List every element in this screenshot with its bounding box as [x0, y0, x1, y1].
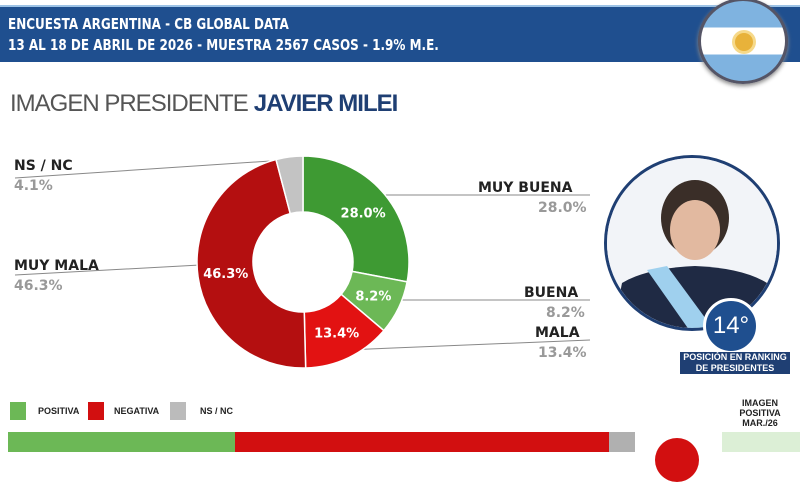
bar-segment-ns-nc [609, 432, 635, 452]
value-buena: 8.2% [546, 305, 585, 321]
slice-data-label: 28.0% [341, 206, 386, 221]
value-muy-mala: 46.3% [14, 278, 63, 294]
president-photo [604, 155, 780, 331]
bar-segment-positiva [8, 432, 235, 452]
legend-negativa: NEGATIVA [114, 406, 160, 416]
slice-muy-mala [196, 158, 307, 369]
ranking-label: POSICIÓN EN RANKING DE PRESIDENTES [680, 352, 790, 374]
slice-muy-buena [302, 155, 410, 283]
page-title: IMAGEN PRESIDENTE JAVIER MILEI [10, 90, 399, 118]
leader-line [14, 264, 201, 276]
bar-segment-negativa [234, 432, 610, 452]
legend-swatch-negativa [88, 402, 104, 420]
positive-image-box [722, 432, 800, 452]
value-muy-buena: 28.0% [538, 200, 587, 216]
person-icon [607, 158, 777, 328]
leader-line [344, 339, 591, 351]
survey-details: 13 AL 18 DE ABRIL DE 2026 - MUESTRA 2567… [8, 36, 439, 54]
sun-icon [735, 33, 753, 51]
title-prefix: IMAGEN PRESIDENTE [10, 90, 249, 117]
label-mala: MALA [535, 325, 580, 341]
survey-title: ENCUESTA ARGENTINA - CB GLOBAL DATA [8, 15, 289, 33]
indicator-circle [655, 438, 699, 482]
value-mala: 13.4% [538, 345, 587, 361]
slice-data-label: 8.2% [355, 290, 391, 305]
label-nsnc: NS / NC [14, 158, 73, 174]
slice-data-label: 13.4% [314, 326, 359, 341]
slice-data-label: 46.3% [203, 267, 248, 282]
positive-image-label: IMAGEN POSITIVA MAR./26 [739, 398, 781, 428]
legend-swatch-positiva [10, 402, 26, 420]
donut-chart: 28.0% 8.2% 13.4% 46.3% [14, 155, 591, 369]
label-muy-buena: MUY BUENA [478, 180, 573, 196]
stacked-bar [8, 432, 635, 452]
president-name: JAVIER MILEI [253, 90, 399, 117]
header-banner: ENCUESTA ARGENTINA - CB GLOBAL DATA 13 A… [0, 5, 800, 62]
legend-nsnc: NS / NC [200, 406, 234, 416]
legend-positiva: POSITIVA [38, 406, 80, 416]
label-buena: BUENA [524, 285, 579, 301]
leader-line [14, 159, 286, 179]
label-muy-mala: MUY MALA [14, 258, 99, 274]
legend-swatch-nsnc [170, 402, 186, 420]
slice-ns-nc [275, 155, 304, 215]
argentina-flag-icon [698, 0, 788, 84]
ranking-badge: 14° [703, 298, 759, 354]
value-nsnc: 4.1% [14, 178, 53, 194]
